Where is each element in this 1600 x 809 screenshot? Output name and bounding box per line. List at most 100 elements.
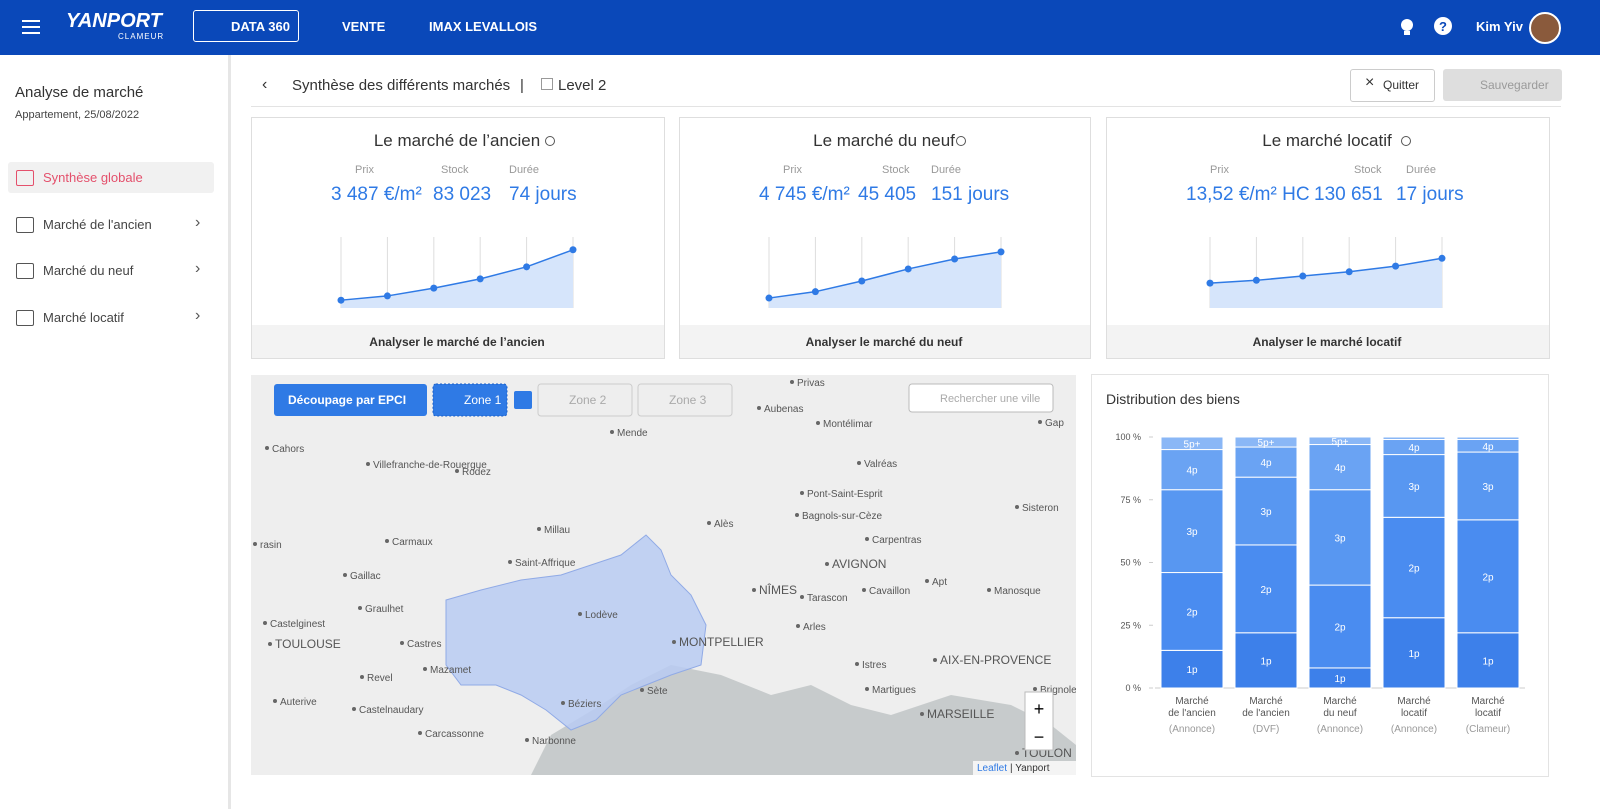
active-item-bg xyxy=(8,162,214,193)
bar-segment xyxy=(1308,489,1372,586)
zoom-box[interactable] xyxy=(1024,691,1054,751)
card-footer[interactable] xyxy=(1107,325,1549,358)
bar-segment xyxy=(1234,436,1298,448)
x-tick-label: du neuf xyxy=(1323,708,1357,719)
zoom-out[interactable]: − xyxy=(1034,727,1045,747)
zone-button[interactable] xyxy=(637,383,733,417)
city-label: Cahors xyxy=(272,444,304,455)
metric-value: 151 jours xyxy=(931,184,1010,205)
bar-segment xyxy=(1160,449,1224,491)
zone-label[interactable]: Zone 1 xyxy=(464,393,502,407)
top-bar xyxy=(0,0,1600,55)
trend-point xyxy=(811,288,819,296)
chevron[interactable]: › xyxy=(195,306,201,324)
card-action[interactable]: Analyser le marché de l’ancien xyxy=(369,335,545,349)
zone-button[interactable] xyxy=(537,383,633,417)
metric-label: Durée xyxy=(509,164,539,176)
trend-point xyxy=(337,296,345,304)
city-label: Castelginest xyxy=(270,619,325,630)
city-label: Mazamet xyxy=(430,665,471,676)
edit-icon[interactable] xyxy=(541,78,553,90)
tab[interactable] xyxy=(193,10,299,42)
trend-point xyxy=(430,284,438,292)
nav-icon[interactable] xyxy=(16,263,34,279)
menu-icon[interactable] xyxy=(22,18,46,36)
attribution-link[interactable]: Leaflet xyxy=(977,763,1007,774)
card-action[interactable]: Analyser le marché locatif xyxy=(1252,335,1402,349)
map[interactable]: Privas Aubenas Montélimar Mende Gap Cahors Val… xyxy=(251,375,1076,775)
city-dot xyxy=(343,573,347,577)
city-dot xyxy=(800,491,804,495)
city-label: rasin xyxy=(260,540,282,551)
card-title: Le marché du neuf xyxy=(813,131,955,150)
city-dot xyxy=(265,446,269,450)
city-dot xyxy=(525,738,529,742)
zone-button[interactable] xyxy=(432,383,508,417)
city-dot xyxy=(800,595,804,599)
card-footer[interactable] xyxy=(252,325,664,358)
chevron[interactable]: › xyxy=(195,260,201,277)
nav-icon[interactable] xyxy=(16,170,34,186)
nav-item[interactable]: Marché de l'ancien xyxy=(43,216,152,232)
city-label: Istres xyxy=(862,660,886,671)
segment-label: 3p xyxy=(1260,507,1272,518)
nav-icon[interactable] xyxy=(16,309,34,326)
save-button[interactable] xyxy=(1443,69,1562,101)
city-dot xyxy=(855,662,859,666)
card-action[interactable]: Analyser le marché du neuf xyxy=(805,335,963,349)
nav-icon[interactable] xyxy=(16,216,34,233)
bar-segment xyxy=(1234,446,1298,478)
tab-label[interactable]: VENTE xyxy=(342,19,386,34)
city-dot xyxy=(455,469,459,473)
toolbar-rule xyxy=(251,106,1561,107)
city-dot xyxy=(825,562,829,566)
quit-button[interactable] xyxy=(1350,69,1435,102)
sparkline xyxy=(337,237,577,308)
card-footer[interactable] xyxy=(680,325,1090,358)
zone-label[interactable]: Zone 3 xyxy=(669,393,707,407)
tab-label[interactable]: DATA 360 xyxy=(231,19,290,34)
city-label: Castelnaudary xyxy=(359,705,423,716)
bar-segment xyxy=(1382,516,1446,619)
attribution-text: | Yanport xyxy=(1010,763,1050,774)
segment-label: 2p xyxy=(1260,585,1272,596)
tab-label[interactable]: IMAX LEVALLOIS xyxy=(429,19,538,34)
metric-value: 45 405 xyxy=(858,184,917,205)
nav-item[interactable]: Synthèse globale xyxy=(43,170,143,185)
segment-label: 3p xyxy=(1334,533,1346,544)
city-dot xyxy=(1033,687,1037,691)
city-label: Sisteron xyxy=(1022,503,1059,514)
quit-label[interactable]: Quitter xyxy=(1383,78,1420,92)
split-button[interactable] xyxy=(274,384,427,416)
card xyxy=(251,117,665,359)
city-label: Mende xyxy=(617,428,648,439)
nav-item[interactable]: Marché locatif xyxy=(43,309,124,325)
nav-item[interactable]: Marché du neuf xyxy=(43,263,134,278)
search-placeholder[interactable]: Rechercher une ville xyxy=(940,393,1040,405)
city-label: Lodève xyxy=(585,610,618,621)
avatar[interactable] xyxy=(1529,12,1561,44)
sparkline xyxy=(765,237,1005,308)
zoom-in[interactable]: + xyxy=(1034,699,1045,719)
chevron[interactable]: › xyxy=(195,213,201,231)
city-label: AIX-EN-PROVENCE xyxy=(940,653,1051,667)
map-sea xyxy=(531,665,1076,775)
city-dot xyxy=(263,621,267,625)
metric-label: Stock xyxy=(1354,164,1382,176)
city-dot xyxy=(707,521,711,525)
header-icons[interactable]: ? xyxy=(1395,14,1460,40)
reset-button[interactable] xyxy=(514,391,532,409)
save-label[interactable]: Sauvegarder xyxy=(1480,78,1549,92)
back[interactable]: ‹ xyxy=(262,76,268,93)
user-name[interactable]: Kim Yiv xyxy=(1476,19,1523,34)
segment-label: 3p xyxy=(1408,482,1420,493)
city-dot xyxy=(933,658,937,662)
zone-label[interactable]: Zone 2 xyxy=(569,393,607,407)
split-label[interactable]: Découpage par EPCI xyxy=(288,393,406,407)
city-label: Narbonne xyxy=(532,736,576,747)
svg-text:?: ? xyxy=(1439,19,1447,34)
level[interactable]: Level 2 xyxy=(558,77,607,94)
search-box[interactable] xyxy=(908,383,1054,413)
quit-icon[interactable]: × xyxy=(1365,74,1375,91)
x-tick-source: (DVF) xyxy=(1253,724,1280,735)
